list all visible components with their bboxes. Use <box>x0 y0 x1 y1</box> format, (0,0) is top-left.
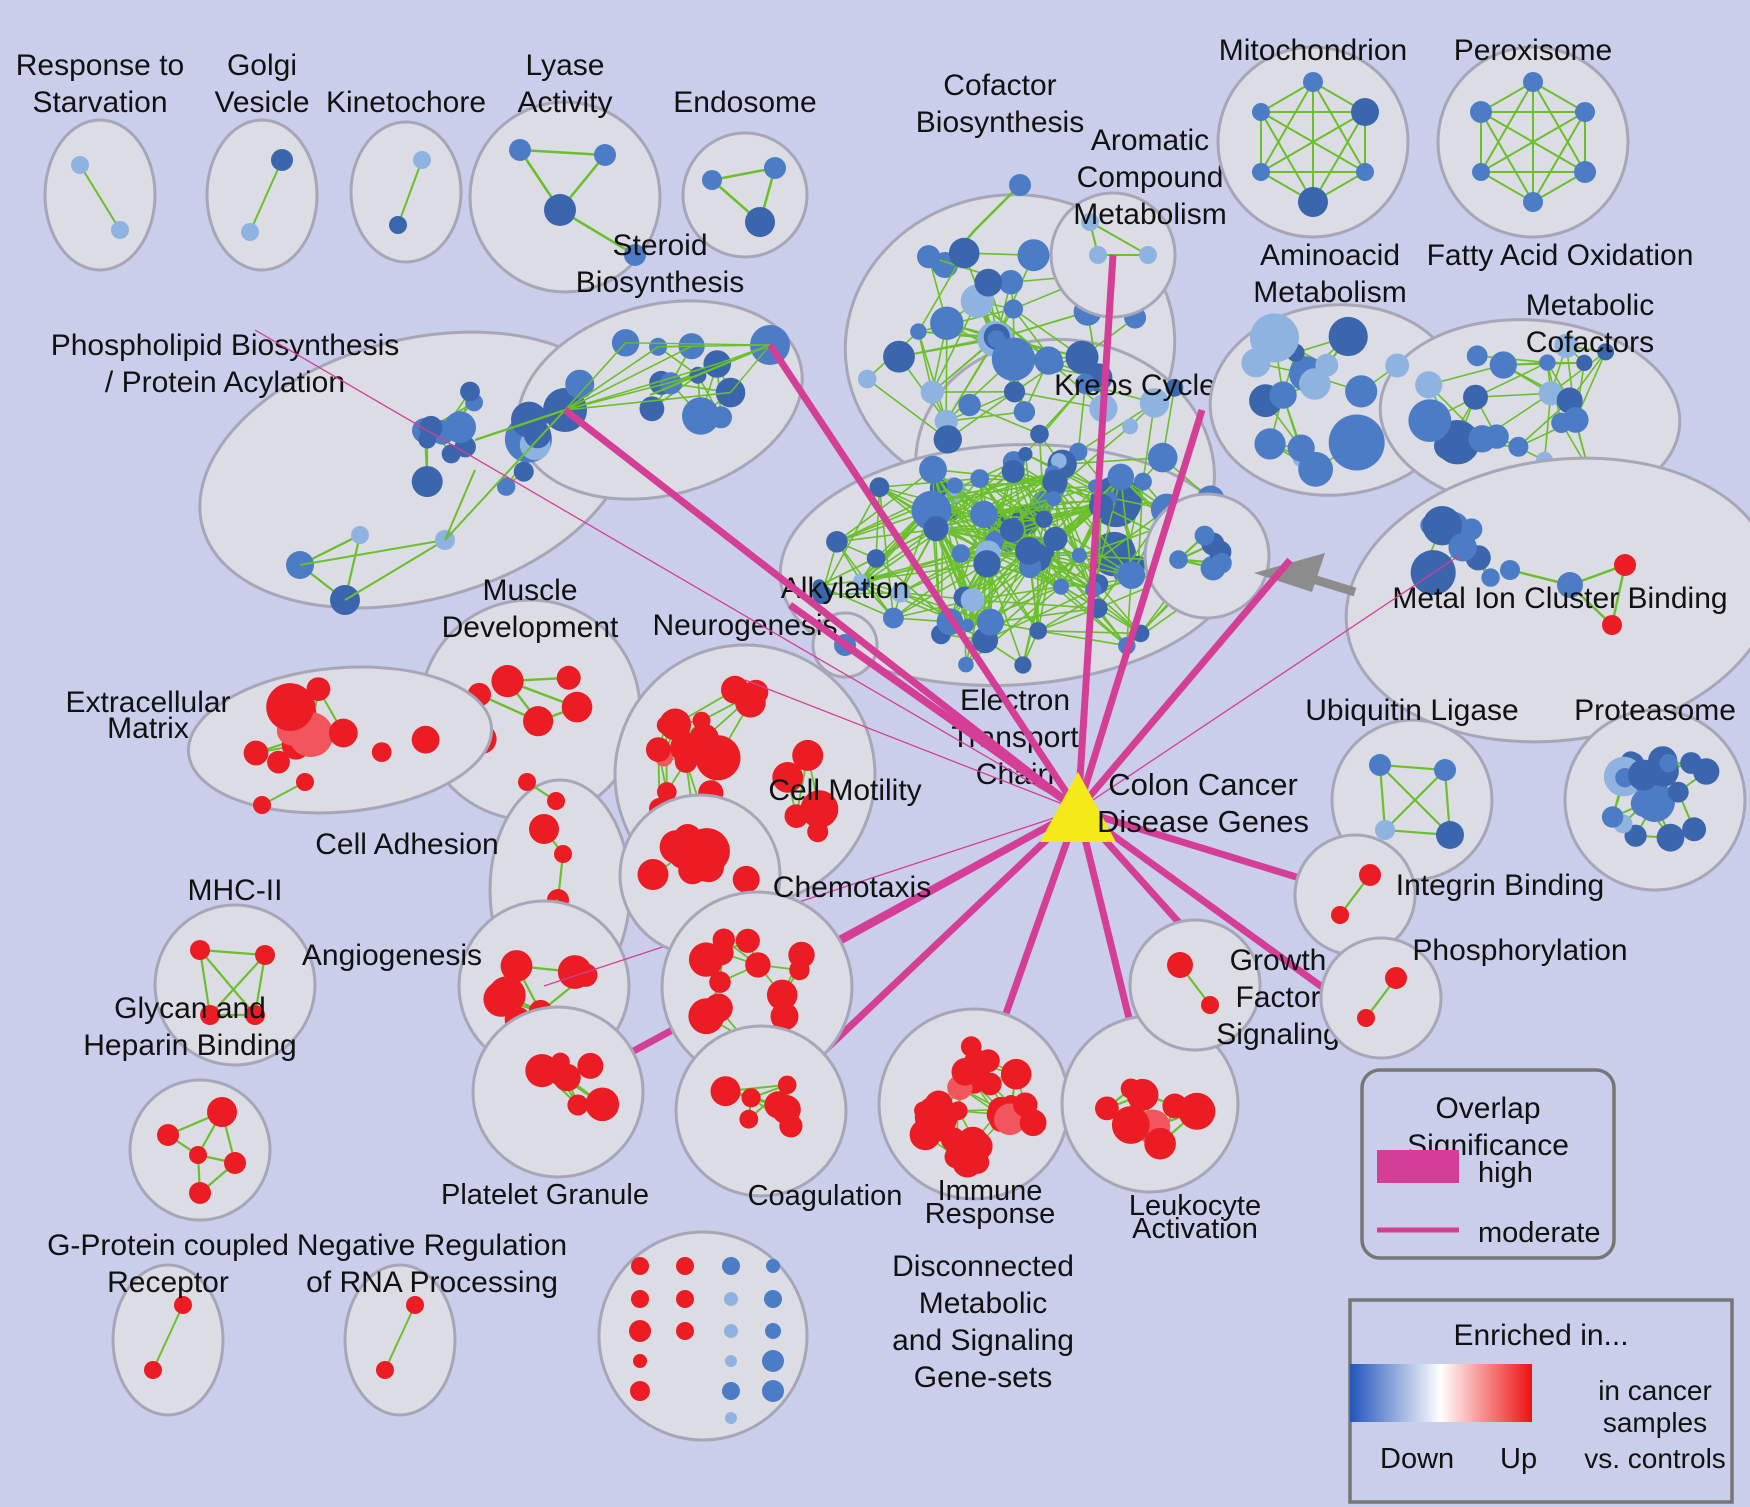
svg-text:Peroxisome: Peroxisome <box>1454 34 1612 67</box>
svg-text:Vesicle: Vesicle <box>214 86 309 119</box>
svg-text:Cell Adhesion: Cell Adhesion <box>315 828 498 861</box>
svg-text:Starvation: Starvation <box>32 86 167 119</box>
svg-text:G-Protein coupled: G-Protein coupled <box>47 1229 289 1262</box>
svg-text:Disconnected: Disconnected <box>892 1250 1074 1283</box>
svg-text:Muscle: Muscle <box>482 574 577 607</box>
svg-text:Biosynthesis: Biosynthesis <box>916 106 1084 139</box>
svg-text:Golgi: Golgi <box>227 49 297 82</box>
svg-text:Heparin Binding: Heparin Binding <box>83 1029 296 1062</box>
svg-text:/ Protein Acylation: / Protein Acylation <box>105 366 345 399</box>
svg-text:samples: samples <box>1603 1407 1707 1438</box>
svg-text:Compound: Compound <box>1077 161 1224 194</box>
svg-text:Alkylation: Alkylation <box>781 572 909 605</box>
svg-text:Phospholipid Biosynthesis: Phospholipid Biosynthesis <box>51 329 400 362</box>
svg-text:Steroid: Steroid <box>612 229 707 262</box>
svg-text:Chemotaxis: Chemotaxis <box>773 871 931 904</box>
svg-text:Fatty Acid Oxidation: Fatty Acid Oxidation <box>1427 239 1694 272</box>
svg-text:Cofactor: Cofactor <box>943 69 1056 102</box>
svg-text:Aminoacid: Aminoacid <box>1260 239 1400 272</box>
svg-text:Ubiquitin Ligase: Ubiquitin Ligase <box>1305 694 1518 727</box>
svg-text:Lyase: Lyase <box>526 49 605 82</box>
svg-text:Disease Genes: Disease Genes <box>1097 804 1309 839</box>
svg-text:Neurogenesis: Neurogenesis <box>652 609 837 642</box>
svg-text:Krebs Cycle: Krebs Cycle <box>1054 369 1216 402</box>
svg-text:Glycan and: Glycan and <box>114 992 266 1025</box>
svg-text:Platelet Granule: Platelet Granule <box>441 1179 649 1211</box>
svg-text:Signaling: Signaling <box>1216 1018 1339 1051</box>
svg-text:Integrin Binding: Integrin Binding <box>1396 869 1604 902</box>
svg-text:Metal Ion Cluster Binding: Metal Ion Cluster Binding <box>1392 582 1727 615</box>
svg-text:Receptor: Receptor <box>107 1266 229 1299</box>
svg-text:Gene-sets: Gene-sets <box>914 1361 1052 1394</box>
svg-text:Metabolic: Metabolic <box>1526 289 1654 322</box>
svg-text:high: high <box>1478 1157 1533 1189</box>
svg-text:Endosome: Endosome <box>673 86 816 119</box>
svg-text:vs. controls: vs. controls <box>1584 1443 1726 1474</box>
svg-text:Response: Response <box>925 1198 1056 1230</box>
svg-text:of RNA Processing: of RNA Processing <box>306 1266 558 1299</box>
svg-text:Development: Development <box>442 611 619 644</box>
svg-text:Cell Motility: Cell Motility <box>768 774 921 807</box>
svg-text:Response to: Response to <box>16 49 184 82</box>
svg-text:Biosynthesis: Biosynthesis <box>576 266 744 299</box>
svg-text:Metabolic: Metabolic <box>919 1287 1047 1320</box>
svg-text:Activation: Activation <box>1132 1213 1258 1245</box>
svg-text:Factor: Factor <box>1235 981 1320 1014</box>
svg-text:Activity: Activity <box>517 86 612 119</box>
svg-text:MHC-II: MHC-II <box>188 874 283 907</box>
svg-text:Angiogenesis: Angiogenesis <box>302 939 482 972</box>
svg-text:Negative Regulation: Negative Regulation <box>297 1229 567 1262</box>
svg-text:Proteasome: Proteasome <box>1574 694 1736 727</box>
svg-text:Aromatic: Aromatic <box>1091 124 1209 157</box>
svg-text:Overlap: Overlap <box>1435 1092 1540 1125</box>
svg-text:Kinetochore: Kinetochore <box>326 86 486 119</box>
svg-text:Enriched in...: Enriched in... <box>1453 1319 1628 1352</box>
svg-text:in cancer: in cancer <box>1598 1375 1712 1406</box>
svg-text:Phosphorylation: Phosphorylation <box>1412 934 1627 967</box>
svg-text:and Signaling: and Signaling <box>892 1324 1074 1357</box>
svg-text:Matrix: Matrix <box>107 712 189 745</box>
svg-text:Down: Down <box>1380 1443 1454 1475</box>
svg-text:Metabolism: Metabolism <box>1073 198 1226 231</box>
svg-text:Coagulation: Coagulation <box>748 1180 903 1212</box>
svg-text:Mitochondrion: Mitochondrion <box>1219 34 1407 67</box>
svg-text:Metabolism: Metabolism <box>1253 276 1406 309</box>
svg-text:Up: Up <box>1500 1443 1537 1475</box>
svg-text:Growth: Growth <box>1230 944 1327 977</box>
svg-text:moderate: moderate <box>1478 1217 1601 1249</box>
svg-text:Colon Cancer: Colon Cancer <box>1108 767 1298 802</box>
svg-text:Cofactors: Cofactors <box>1526 326 1654 359</box>
